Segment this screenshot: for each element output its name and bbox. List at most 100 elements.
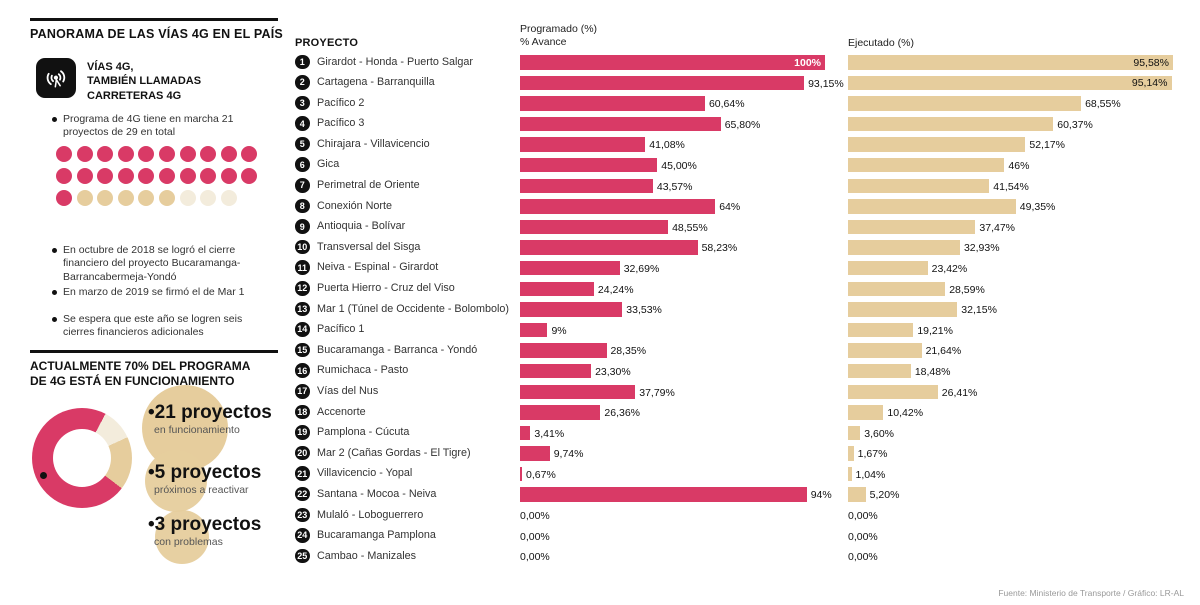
programado-cell: 94% [520, 487, 848, 502]
ejecutado-bar [848, 363, 911, 379]
ejecutado-value: 26,41% [941, 386, 978, 399]
programado-value: 9,74% [553, 448, 584, 461]
programado-cell: 93,15% [520, 75, 848, 91]
programado-bar [520, 487, 807, 502]
project-name: Santana - Mocoa - Neiva [317, 487, 437, 500]
project-number-badge: 18 [295, 404, 310, 420]
table-row: 21 Villavicencio - Yopal 0,67% 1,04% [295, 464, 1190, 485]
programado-bar [520, 199, 716, 214]
ejecutado-cell: 52,17% [848, 137, 1190, 152]
status-value: •21 proyectos [148, 402, 272, 423]
ejecutado-value: 28,59% [949, 283, 985, 296]
project-number-badge: 8 [295, 198, 310, 214]
project-name: Villavicencio - Yopal [317, 467, 413, 480]
ejecutado-value: 23,42% [931, 262, 968, 275]
table-row: 18 Accenorte 26,36% 10,42% [295, 402, 1190, 423]
project-number-badge: 22 [295, 486, 310, 502]
project-dot [97, 146, 114, 162]
donut-chart [32, 408, 132, 508]
project-name: Neiva - Espinal - Girardot [317, 261, 439, 274]
table-row: 6 Gica 45,00% 46% [295, 155, 1190, 176]
table-row: 7 Perimetral de Oriente 43,57% 41,54% [295, 176, 1190, 197]
programado-value: 45,00% [661, 159, 697, 172]
project-dot [76, 146, 93, 162]
programado-bar [520, 260, 620, 276]
status-value: •3 proyectos [148, 514, 262, 535]
project-number-badge: 12 [295, 281, 310, 296]
table-row: 22 Santana - Mocoa - Neiva 94% 5,20% [295, 484, 1190, 505]
bullet-dot-icon [52, 248, 57, 253]
project-name: Pacífico 3 [317, 117, 365, 130]
programado-cell: 9% [520, 322, 848, 338]
broadcast-icon [36, 58, 76, 98]
project-dot [138, 168, 155, 184]
source-credit: Fuente: Ministerio de Transporte / Gráfi… [998, 588, 1184, 598]
project-name: Rumichaca - Pasto [317, 364, 409, 377]
programado-cell: 64% [520, 199, 848, 214]
programado-bar [520, 363, 592, 379]
ejecutado-bar [848, 178, 990, 194]
programado-bar [520, 425, 531, 441]
programado-bar [520, 302, 623, 317]
project-dot [200, 168, 217, 184]
project-name: Accenorte [317, 405, 366, 418]
ejecutado-cell: 49,35% [848, 199, 1190, 214]
intro-tagline: VÍAS 4G, TAMBIÉN LLAMADAS CARRETERAS 4G [87, 61, 202, 102]
project-number-badge: 16 [295, 363, 310, 378]
bullet-dot-icon [52, 117, 57, 122]
programado-cell: 60,64% [520, 96, 848, 111]
ejecutado-cell: 21,64% [848, 343, 1190, 358]
programado-cell: 3,41% [520, 425, 848, 441]
ejecutado-bar [848, 405, 884, 420]
project-dot [241, 146, 258, 162]
table-row: 14 Pacífico 1 9% 19,21% [295, 320, 1190, 341]
ejecutado-value: 19,21% [917, 324, 953, 337]
table-row: 3 Pacífico 2 60,64% 68,55% [295, 93, 1190, 114]
ejecutado-value: 60,37% [1057, 118, 1093, 131]
bullet-text: Programa de 4G tiene en marcha 21 proyec… [63, 113, 234, 139]
ejecutado-bar [848, 466, 852, 482]
programado-value: 0,00% [520, 510, 550, 523]
project-name: Conexión Norte [317, 199, 393, 212]
programado-cell: 32,69% [520, 260, 848, 276]
programado-cell: 45,00% [520, 157, 848, 173]
programado-cell: 24,24% [520, 281, 848, 297]
project-number-badge: 7 [295, 178, 310, 193]
status-rule [30, 350, 278, 353]
programado-bar [520, 116, 721, 132]
ejecutado-cell: 60,37% [848, 116, 1190, 132]
programado-bar [520, 137, 646, 152]
table-row: 19 Pamplona - Cúcuta 3,41% 3,60% [295, 423, 1190, 444]
status-section: •21 proyectos en funcionamiento •5 proye… [30, 385, 282, 600]
programado-value: 33,53% [626, 304, 662, 317]
programado-bar [520, 178, 653, 194]
project-number-badge: 4 [295, 116, 310, 131]
programado-bar [520, 240, 698, 255]
project-number-badge: 3 [295, 95, 310, 111]
ejecutado-bar [848, 157, 1005, 173]
programado-value: 3,41% [534, 427, 565, 440]
ejecutado-cell: 0,00% [848, 549, 1190, 564]
ejecutado-cell: 0,00% [848, 529, 1190, 544]
programado-value: 24,24% [597, 283, 634, 296]
project-number-badge: 6 [295, 157, 310, 172]
header-proyecto: PROYECTO [295, 37, 359, 49]
ejecutado-cell: 5,20% [848, 487, 1190, 502]
programado-bar [520, 157, 658, 173]
ejecutado-cell: 3,60% [848, 425, 1190, 441]
programado-cell: 33,53% [520, 302, 848, 317]
ejecutado-cell: 28,59% [848, 281, 1190, 297]
ejecutado-bar [848, 322, 914, 338]
bullet-item: Se espera que este año se logren seis ci… [52, 313, 267, 340]
table-row: 23 Mulaló - Loboguerrero 0,00% 0,00% [295, 505, 1190, 526]
project-dot [56, 146, 72, 162]
project-dot [97, 190, 114, 206]
project-number-badge: 19 [295, 425, 310, 440]
ejecutado-bar [848, 199, 1016, 214]
project-name: Bucaramanga Pamplona [317, 529, 436, 542]
project-name: Pacífico 2 [317, 96, 365, 109]
ejecutado-cell: 37,47% [848, 219, 1190, 235]
ejecutado-value: 1,67% [857, 448, 888, 461]
project-name: Vías del Nus [317, 385, 379, 397]
ejecutado-cell: 23,42% [848, 260, 1190, 276]
